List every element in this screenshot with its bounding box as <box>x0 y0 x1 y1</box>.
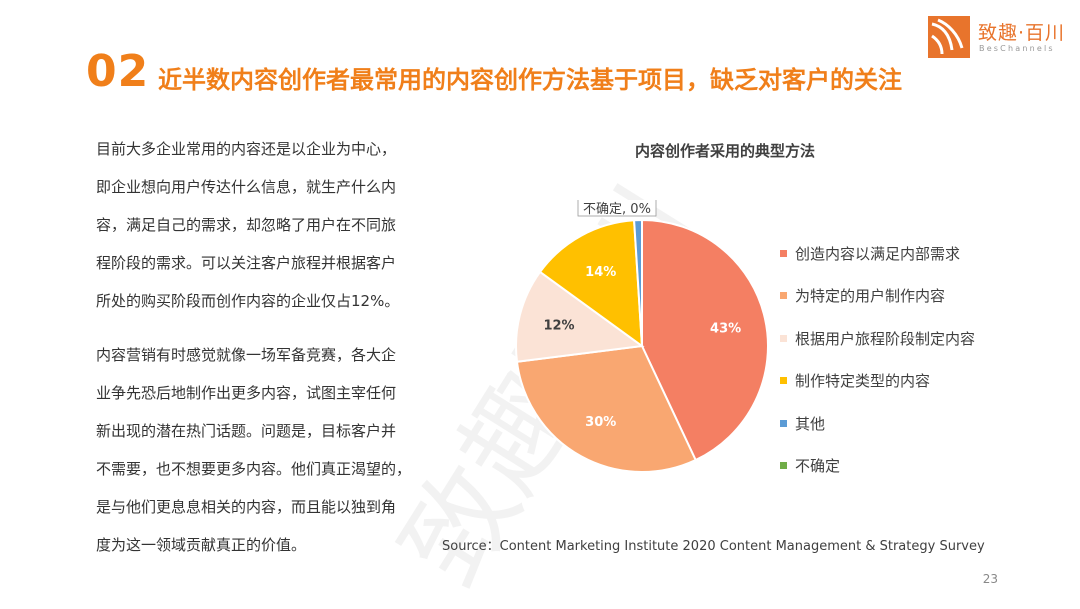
legend-swatch <box>780 377 787 385</box>
text-line: 所处的购买阶段而创作内容的企业仅占12%。 <box>96 292 400 310</box>
logo-text: 致趣·百川 <box>978 22 1066 44</box>
pie-slice <box>515 344 697 473</box>
legend-label: 不确定 <box>795 457 841 476</box>
text-line: 度为这一领域贡献真正的价值。 <box>96 536 307 554</box>
text-line: 容，满足自己的需求，却忽略了用户在不同旅 <box>96 216 397 234</box>
paragraph-1: 目前大多企业常用的内容还是以企业为中心， 即企业想向用户传达什么信息，就生产什么… <box>96 130 446 320</box>
paragraph-2: 内容营销有时感觉就像一场军备竞赛，各大企 业争先恐后地制作出更多内容，试图主宰任… <box>96 336 446 564</box>
legend-label: 创造内容以满足内部需求 <box>795 244 961 263</box>
legend-label: 制作特定类型的内容 <box>795 372 931 391</box>
page-number: 23 <box>982 572 998 586</box>
section-number: 02 <box>86 46 150 97</box>
pie-slice <box>515 270 645 363</box>
logo-mark-icon <box>928 16 970 58</box>
data-label: 不确定, 0% <box>583 202 651 217</box>
legend-item: 创造内容以满足内部需求 <box>780 232 975 275</box>
logo-subtext: BesChannels <box>979 44 1055 53</box>
legend-label: 为特定的用户制作内容 <box>795 287 946 306</box>
legend-swatch <box>780 462 787 470</box>
legend-item: 根据用户旅程阶段制定内容 <box>780 317 975 360</box>
data-label: 30% <box>585 415 616 430</box>
page-title: 近半数内容创作者最常用的内容创作方法基于项目，缺乏对客户的关注 <box>158 66 902 94</box>
pie-slice <box>538 219 644 349</box>
data-label: 43% <box>710 321 741 336</box>
legend-swatch <box>780 419 787 427</box>
callout-box <box>577 200 657 217</box>
legend-label: 其他 <box>795 414 826 433</box>
data-label: 14% <box>585 265 616 280</box>
legend-swatch <box>780 249 787 257</box>
pie-slice <box>633 218 643 347</box>
legend-item: 为特定的用户制作内容 <box>780 275 975 318</box>
text-line: 内容营销有时感觉就像一场军备竞赛，各大企 <box>96 346 397 364</box>
legend-label: 根据用户旅程阶段制定内容 <box>795 329 976 348</box>
pie-slice <box>641 218 769 462</box>
data-label: 12% <box>543 319 574 334</box>
text-line: 是与他们更息息相关的内容，而且能以独到角 <box>96 498 397 516</box>
chart-title: 内容创作者采用的典型方法 <box>634 142 815 160</box>
legend-item: 制作特定类型的内容 <box>780 360 975 403</box>
legend-swatch <box>780 334 787 342</box>
text-line: 业争先恐后地制作出更多内容，试图主宰任何 <box>96 384 397 402</box>
source-note: Source：Content Marketing Institute 2020 … <box>442 539 985 554</box>
legend-item: 不确定 <box>780 445 975 488</box>
text-line: 目前大多企业常用的内容还是以企业为中心， <box>96 140 397 158</box>
legend-item: 其他 <box>780 402 975 445</box>
chart-legend: 创造内容以满足内部需求 为特定的用户制作内容根据用户旅程阶段制定内容 制作特定类型的… <box>780 232 975 487</box>
logo: 致趣·百川 BesChannels <box>928 16 1068 60</box>
pie-chart: 43%30%12%14%1%不确定, 0% <box>515 200 769 473</box>
text-line: 程阶段的需求。可以关注客户旅程并根据客户 <box>96 254 397 272</box>
text-line: 即企业想向用户传达什么信息，就生产什么内 <box>96 178 397 196</box>
text-line: 不需要，也不想要更多内容。他们真正渴望的， <box>96 460 412 478</box>
legend-swatch <box>780 292 787 300</box>
text-line: 新出现的潜在热门话题。问题是，目标客户并 <box>96 422 397 440</box>
